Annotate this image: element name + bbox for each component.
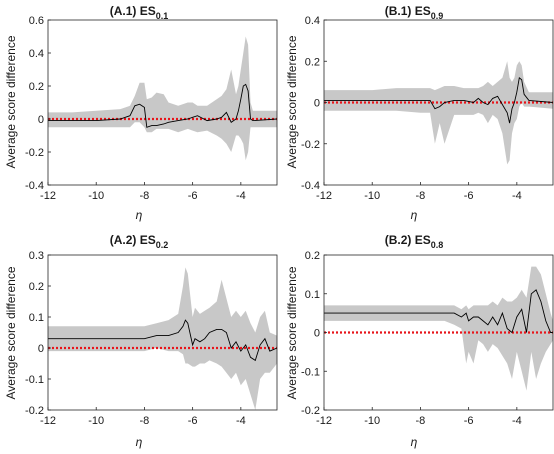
panel-b1: (B.1) ES0.9 Average score difference η -… [285,4,554,222]
x-tick-label: -8 [140,415,150,427]
axes-box [47,19,278,186]
y-axis-label: Average score difference [4,35,18,168]
x-tick-label: -8 [140,190,150,202]
y-tick-label: -0.4 [25,180,44,192]
y-tick-label: 0 [314,328,320,340]
x-tick-label: -12 [40,415,56,427]
mean-line [324,289,553,334]
y-tick-label: 0.1 [305,289,320,301]
plot-area [324,266,553,391]
plot-area [324,61,553,165]
y-tick-label: 0.6 [29,15,44,27]
x-tick-label: -4 [236,190,246,202]
panel-title: (A.1) ES0.1 [110,4,169,21]
y-tick-label: 0.3 [29,250,44,262]
y-axis-label: Average score difference [4,266,18,399]
y-tick-label: 0 [38,114,44,126]
x-tick-label: -4 [512,190,522,202]
mean-line [324,76,553,124]
y-tick-label: 0 [314,98,320,110]
y-axis-label: Average score difference [285,266,299,399]
panel-b2: (B.2) ES0.8 Average score difference η -… [285,233,554,449]
y-tick-label: -0.1 [25,374,44,386]
y-tick-label: 0.2 [305,56,320,68]
confidence-band [324,61,553,165]
x-axis-label: η [136,208,143,222]
confidence-band [324,266,553,391]
y-tick-label: 0.4 [29,48,44,60]
y-tick-label: -0.2 [25,405,44,417]
x-tick-label: -6 [464,415,474,427]
x-tick-label: -10 [364,190,380,202]
y-tick-label: 0.2 [305,250,320,262]
x-tick-label: -4 [512,415,522,427]
x-tick-label: -10 [364,415,380,427]
x-tick-label: -10 [88,190,104,202]
x-axis-label: η [411,208,418,222]
panel-title: (A.2) ES0.2 [110,233,169,250]
x-axis-label: η [136,435,143,449]
y-axis-label: Average score difference [285,35,299,168]
x-tick-label: -6 [464,190,474,202]
x-tick-label: -8 [416,415,426,427]
plot-area [48,267,277,410]
x-tick-label: -6 [188,415,198,427]
y-tick-label: 0 [38,343,44,355]
x-tick-label: -12 [40,190,56,202]
mean-line [48,319,277,362]
y-tick-label: -0.1 [301,366,320,378]
x-tick-label: -8 [416,190,426,202]
x-tick-label: -4 [236,415,246,427]
x-tick-label: -6 [188,190,198,202]
confidence-band [48,36,277,161]
x-tick-label: -12 [316,415,332,427]
panel-a1: (A.1) ES0.1 Average score difference η -… [4,4,278,222]
panel-title: (B.1) ES0.9 [385,4,444,21]
y-tick-label: -0.2 [301,405,320,417]
y-tick-label: 0.4 [305,15,320,27]
confidence-band [48,267,277,410]
y-tick-label: 0.1 [29,312,44,324]
y-tick-label: 0.2 [29,81,44,93]
y-tick-label: -0.2 [301,139,320,151]
panel-title: (B.2) ES0.8 [385,233,444,250]
mean-line [48,83,277,128]
plot-area [48,36,277,161]
x-tick-label: -10 [88,415,104,427]
panel-a2: (A.2) ES0.2 Average score difference η -… [4,233,278,449]
y-tick-label: 0.2 [29,281,44,293]
x-axis-label: η [411,435,418,449]
x-tick-label: -12 [316,190,332,202]
y-tick-label: -0.4 [301,180,320,192]
axes-box [47,254,278,411]
y-tick-label: -0.2 [25,147,44,159]
